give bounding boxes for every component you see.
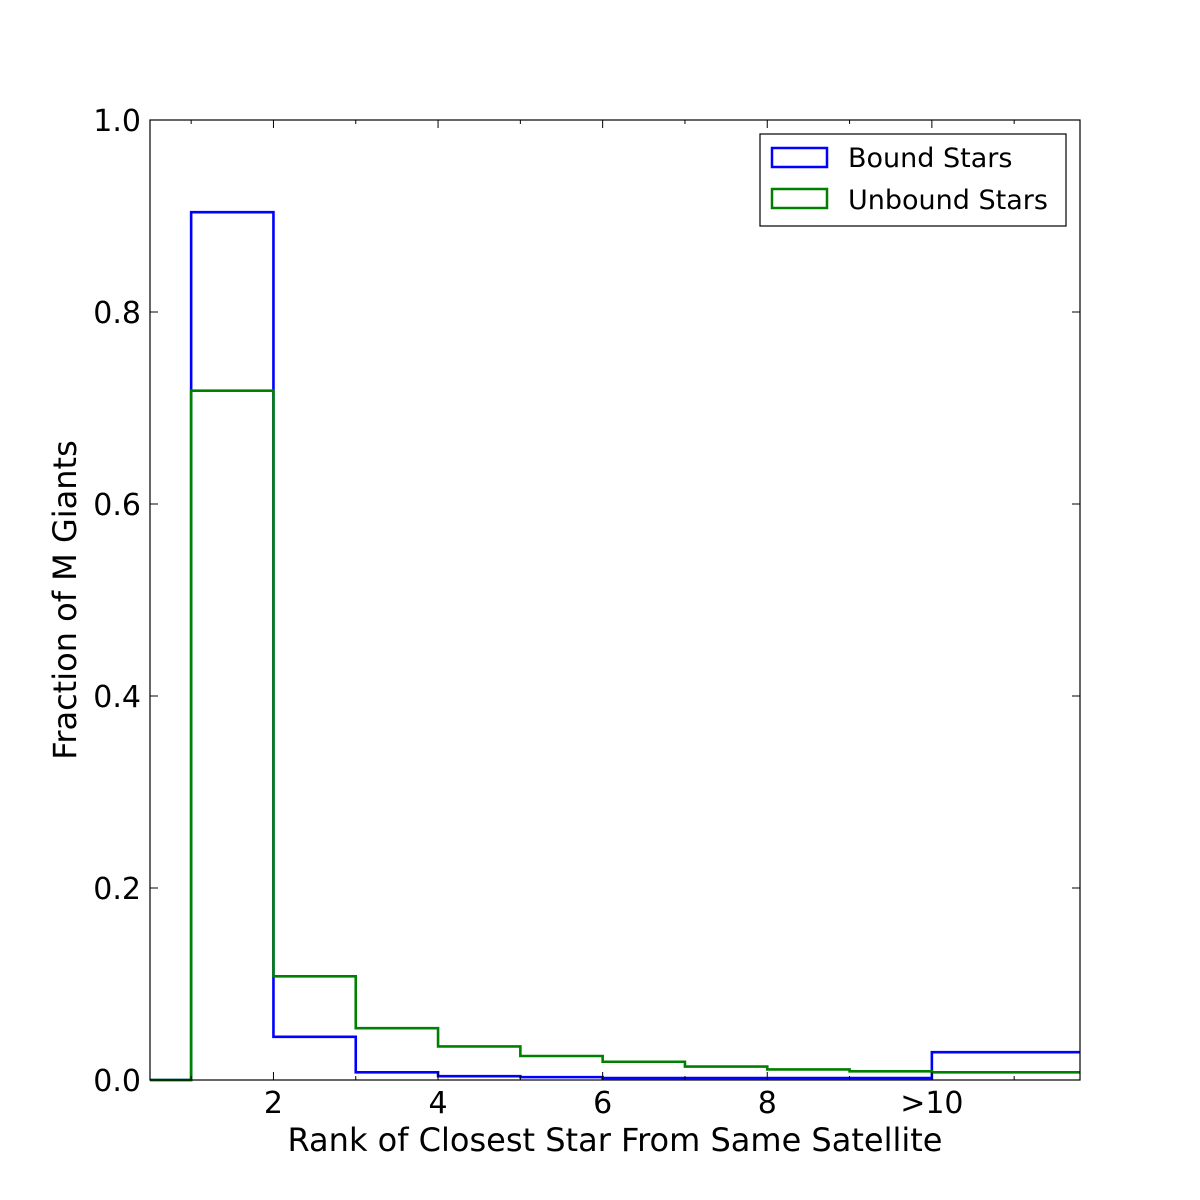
legend-swatch-unbound-stars <box>770 187 829 210</box>
y-tick-label: 0.6 <box>93 488 141 523</box>
x-tick-label: 4 <box>429 1086 448 1121</box>
y-tick-label: 1.0 <box>93 104 141 139</box>
x-axis-label: Rank of Closest Star From Same Satellite <box>288 1121 943 1159</box>
x-tick-label: 2 <box>264 1086 283 1121</box>
plot-frame <box>149 119 1081 1081</box>
x-tick-label: >10 <box>900 1086 963 1121</box>
legend-swatch-bound-stars <box>770 146 829 169</box>
y-tick-label: 0.0 <box>93 1064 141 1099</box>
ticks-layer: 2 4 6 8 >10 0.0 0.2 0.4 0.6 0.8 1.0 <box>93 104 1080 1121</box>
y-axis-label: Fraction of M Giants <box>46 440 84 760</box>
y-tick-label: 0.4 <box>93 680 141 715</box>
legend-label-bound-stars: Bound Stars <box>848 143 1012 174</box>
legend-label-unbound-stars: Unbound Stars <box>848 185 1048 216</box>
y-tick-label: 0.8 <box>93 296 141 331</box>
plot-background <box>150 120 1080 1080</box>
x-tick-label: 6 <box>593 1086 612 1121</box>
series-unbound-stars-step-line <box>150 389 1080 1082</box>
legend-frame <box>759 133 1067 227</box>
y-tick-label: 0.2 <box>93 872 141 907</box>
legend: Bound Stars Unbound Stars <box>759 133 1067 227</box>
x-tick-label: 8 <box>758 1086 777 1121</box>
